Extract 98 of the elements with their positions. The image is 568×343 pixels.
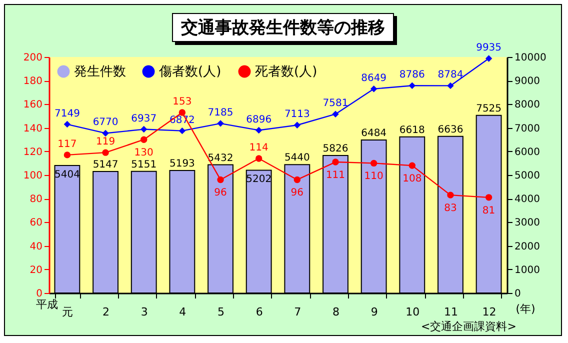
y-tick-label: 180 [23, 76, 42, 88]
y2-tick-label: 7000 [514, 123, 540, 134]
data-label: 6770 [92, 117, 118, 128]
y2-tick-label: 9000 [514, 76, 540, 88]
point [102, 149, 109, 156]
data-label: 8784 [438, 70, 464, 81]
y2-tick-label: 10000 [514, 52, 546, 64]
data-label: 5432 [208, 152, 234, 164]
data-label: 5151 [131, 159, 157, 170]
data-label: 110 [364, 171, 384, 182]
chart-title: 交通事故発生件数等の推移 [172, 13, 394, 42]
point [447, 192, 454, 198]
data-label: 5193 [169, 158, 195, 170]
x-tick-label: 8 [332, 306, 340, 318]
point [447, 82, 454, 90]
x-tick-label: 4 [179, 306, 186, 318]
data-label: 6636 [438, 124, 464, 136]
y-tick-label: 140 [23, 123, 42, 134]
point [485, 194, 492, 201]
y-tick-label: 120 [23, 146, 42, 158]
x-tick-label: 11 [444, 306, 458, 318]
data-label: 7149 [54, 108, 80, 120]
y2-tick-label: 5000 [514, 170, 540, 182]
x-tick-label: 2 [102, 306, 110, 318]
x-tick-label: 12 [482, 306, 496, 318]
y-tick-label: 200 [23, 52, 42, 64]
x-tick-label: 5 [218, 306, 225, 318]
x-tick-label: 6 [256, 306, 263, 318]
y2-tick-label: 2000 [514, 241, 540, 252]
point [64, 120, 71, 128]
y2-tick-label: 6000 [514, 146, 540, 158]
data-label: 7581 [322, 98, 348, 110]
data-label: 119 [96, 136, 116, 148]
data-label: 8786 [399, 70, 425, 81]
data-label: 96 [290, 188, 304, 199]
point [140, 136, 148, 143]
x-axis-title: (年) [516, 302, 536, 316]
data-label: 117 [58, 138, 77, 150]
y-tick-label: 60 [30, 218, 42, 229]
y2-tick-label: 4000 [514, 194, 540, 206]
legend-label: 死者数(人) [255, 64, 318, 80]
data-label: 5826 [322, 144, 348, 155]
point [64, 152, 71, 158]
data-label: 130 [134, 148, 154, 159]
point [102, 130, 109, 137]
y-tick-label: 100 [23, 170, 42, 182]
data-label: 153 [172, 96, 192, 108]
point [408, 162, 416, 169]
point [370, 86, 378, 92]
legend-label: 傷者数(人) [158, 64, 222, 80]
data-label: 9935 [476, 42, 502, 54]
data-label: 96 [214, 188, 227, 199]
point [332, 158, 339, 166]
y2-tick-label: 1000 [514, 264, 540, 276]
y-tick-label: 20 [30, 264, 42, 276]
point [178, 127, 186, 134]
y-tick-label: 40 [30, 241, 42, 252]
point [217, 120, 224, 127]
data-label: 6484 [361, 128, 387, 139]
x-tick-label: 元 [62, 306, 74, 318]
point [408, 82, 416, 90]
point [255, 155, 262, 162]
x-tick-label: 9 [370, 306, 378, 318]
x-tick-label: 3 [140, 306, 148, 318]
y-tick-label: 80 [30, 194, 42, 206]
data-label: 6937 [131, 113, 157, 124]
text: <交通企画課資料> [421, 319, 516, 334]
data-label: 5440 [284, 152, 310, 164]
y2-tick-label: 0 [514, 288, 521, 300]
x-tick-label: 7 [294, 306, 302, 318]
legend-label: 発生件数 [74, 64, 126, 80]
data-label: 111 [326, 170, 346, 182]
point [294, 122, 301, 128]
point [140, 126, 148, 133]
data-label: 7113 [284, 109, 310, 120]
point [485, 55, 492, 62]
data-label: 6618 [399, 124, 425, 136]
data-label: 7525 [476, 103, 502, 114]
data-label: 6896 [246, 114, 272, 126]
y2-tick-label: 8000 [514, 100, 540, 111]
point [370, 160, 378, 167]
data-label: 83 [444, 203, 457, 214]
point [178, 109, 186, 116]
point [255, 126, 262, 134]
data-label: 8649 [361, 72, 387, 84]
data-label: 108 [402, 174, 422, 185]
point [217, 176, 224, 184]
point [294, 176, 301, 184]
text: 平成 [36, 297, 58, 312]
data-label: 5147 [92, 160, 118, 171]
y-tick-label: 160 [23, 100, 42, 111]
data-label: 81 [482, 205, 496, 216]
x-tick-label: 10 [406, 306, 420, 318]
point [332, 110, 339, 118]
y-tick-label: 0 [36, 288, 42, 300]
y2-tick-label: 3000 [514, 218, 540, 229]
data-label: 7185 [208, 107, 234, 118]
data-label: 114 [249, 142, 268, 154]
